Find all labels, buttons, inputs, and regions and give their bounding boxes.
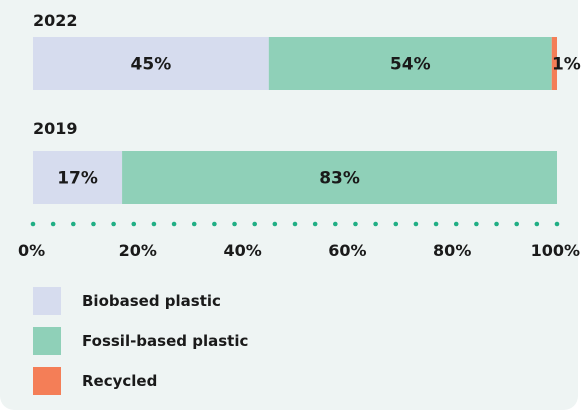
stacked-bar-chart: 2022 45% 54% 1% 2019 17% 83% 0% 20% 40% 60% 80% 100%	[18, 11, 581, 260]
legend-item-recycled: Recycled	[33, 366, 248, 396]
data-label-2022-2: 1%	[552, 55, 581, 75]
axis-dot	[494, 221, 499, 227]
axis-dot	[30, 221, 36, 227]
year-label-2019: 2019	[33, 119, 78, 138]
x-tick-label: 80%	[433, 241, 471, 260]
axis-dot	[353, 221, 358, 227]
legend-item-biobased: Biobased plastic	[33, 286, 248, 316]
axis-dot	[514, 221, 519, 227]
data-label-2022-0: 45%	[131, 55, 172, 75]
legend-label-biobased: Biobased plastic	[82, 292, 221, 310]
x-tick-label: 20%	[119, 241, 157, 260]
legend: Biobased plastic Fossil-based plastic Re…	[33, 286, 248, 406]
axis-dot	[191, 221, 197, 227]
axis-dot	[433, 221, 439, 227]
axis-dot	[111, 221, 116, 227]
bar-segment-2019-0	[33, 151, 123, 204]
axis-dot	[554, 221, 560, 227]
axis-dot	[131, 221, 137, 227]
axis-dot	[91, 221, 96, 227]
x-tick-label: 60%	[328, 241, 366, 260]
axis-dot	[252, 221, 257, 227]
x-tick-label: 100%	[531, 241, 580, 260]
data-label-2019-1: 83%	[319, 169, 360, 189]
axis-dot	[474, 221, 479, 227]
legend-label-recycled: Recycled	[82, 372, 158, 390]
axis-dot	[373, 221, 378, 227]
axis-dot	[333, 221, 338, 227]
axis-dot	[232, 221, 237, 227]
bar-segment-2022-0	[33, 37, 269, 90]
bar-segment-2022-1	[268, 37, 552, 90]
axis-dot	[151, 221, 157, 227]
axis-dot	[393, 221, 399, 227]
axis-dot	[312, 221, 318, 227]
legend-swatch-biobased	[33, 287, 61, 315]
legend-swatch-recycled	[33, 367, 61, 395]
bar-segment-2022-2	[551, 37, 557, 90]
legend-label-fossil: Fossil-based plastic	[82, 332, 249, 350]
axis-dot	[212, 221, 217, 227]
axis-dot	[453, 221, 459, 227]
axis-dot	[71, 221, 76, 227]
x-tick-label: 40%	[223, 241, 261, 260]
legend-swatch-fossil	[33, 327, 61, 355]
axis-dot	[534, 221, 540, 227]
legend-item-fossil: Fossil-based plastic	[33, 326, 248, 356]
axis-dot	[413, 221, 419, 227]
x-tick-label: 0%	[18, 241, 45, 260]
data-label-2022-1: 54%	[390, 55, 431, 75]
axis-dot	[272, 221, 278, 227]
axis-dot	[292, 221, 298, 227]
year-label-2022: 2022	[33, 11, 78, 30]
bar-segment-2019-1	[122, 151, 557, 204]
axis-dot	[171, 221, 177, 227]
data-label-2019-0: 17%	[57, 169, 98, 189]
axis-dot	[50, 221, 56, 227]
